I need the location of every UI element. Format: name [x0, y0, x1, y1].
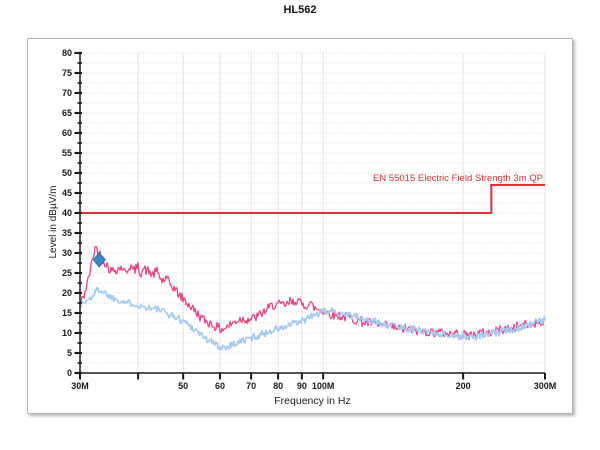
x-tick-label: 50 [178, 381, 188, 391]
y-tick-label: 35 [62, 228, 72, 238]
y-tick-label: 20 [62, 288, 72, 298]
blue-trace [79, 286, 546, 351]
x-axis-title: Frequency in Hz [274, 395, 350, 407]
x-tick-label: 60 [215, 381, 225, 391]
y-tick-label: 80 [62, 48, 72, 58]
measurement-marker-diamond [92, 252, 106, 268]
y-tick-label: 30 [62, 248, 72, 258]
y-axis-title: Level in dBµV/m [48, 185, 59, 258]
y-tick-label: 25 [62, 268, 72, 278]
x-tick-label: 100M [312, 381, 335, 391]
y-tick-label: 65 [62, 108, 72, 118]
x-tick-label: 300M [534, 381, 557, 391]
y-tick-label: 55 [62, 148, 72, 158]
y-tick-label: 5 [67, 348, 72, 358]
limit-line-label: EN 55015 Electric Field Strength 3m QP [373, 173, 543, 184]
y-tick-label: 10 [62, 328, 72, 338]
pink-trace [80, 245, 546, 341]
x-tick-label: 70 [246, 381, 256, 391]
y-tick-label: 40 [62, 208, 72, 218]
x-tick-label: 80 [273, 381, 283, 391]
y-tick-label: 0 [67, 368, 72, 378]
y-tick-label: 75 [62, 68, 72, 78]
y-tick-label: 15 [62, 308, 72, 318]
y-tick-label: 70 [62, 88, 72, 98]
y-tick-label: 45 [62, 188, 72, 198]
chart-title: HL562 [283, 4, 317, 16]
x-tick-label: 90 [297, 381, 307, 391]
y-tick-label: 50 [62, 168, 72, 178]
y-tick-label: 60 [62, 128, 72, 138]
chart-frame [27, 38, 573, 414]
x-tick-label: 30M [71, 381, 89, 391]
x-tick-label: 200 [456, 381, 471, 391]
limit-line [80, 184, 545, 214]
